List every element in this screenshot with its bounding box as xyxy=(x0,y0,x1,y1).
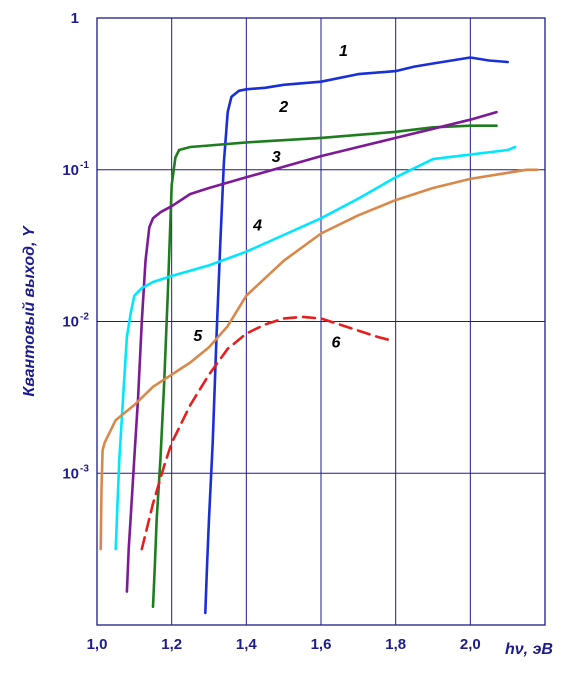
series-6-line xyxy=(140,315,390,551)
y-tick-label: 10 xyxy=(62,465,79,482)
y-tick-label: 10 xyxy=(62,314,79,331)
x-tick-label: 1,8 xyxy=(385,636,406,653)
x-tick-label: 2,0 xyxy=(460,636,481,653)
curve-label-3: 3 xyxy=(272,149,281,166)
y-tick-exponent: -2 xyxy=(80,312,89,323)
x-axis-label: hν, эВ xyxy=(505,641,553,658)
y-tick-exponent: -1 xyxy=(80,160,89,171)
curve-label-1: 1 xyxy=(339,43,348,60)
curve-label-5: 5 xyxy=(193,328,203,345)
curve-label-6: 6 xyxy=(331,334,340,351)
series-2-line xyxy=(151,124,498,609)
curve-label-4: 4 xyxy=(252,217,262,234)
curves xyxy=(99,56,539,615)
y-tick-label: 10 xyxy=(62,162,79,179)
curve-label-2: 2 xyxy=(278,99,288,116)
series-1-line xyxy=(204,56,509,615)
series-4-line xyxy=(114,145,517,551)
x-tick-label: 1,0 xyxy=(87,636,108,653)
grid xyxy=(97,18,545,625)
x-tick-label: 1,4 xyxy=(236,636,258,653)
curve-labels: 1 2 3 4 5 6 xyxy=(193,43,348,351)
series-5-line xyxy=(99,168,539,551)
y-axis-label: Квантовый выход, Y xyxy=(21,225,38,397)
x-tick-label: 1,2 xyxy=(161,636,182,653)
y-tick-exponent: -3 xyxy=(80,463,89,474)
x-tick-label: 1,6 xyxy=(311,636,332,653)
y-tick-label: 1 xyxy=(71,10,79,27)
plot-frame xyxy=(96,17,546,626)
series-3-line xyxy=(125,110,498,593)
